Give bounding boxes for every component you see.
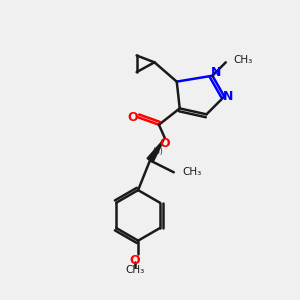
Text: N: N — [223, 90, 233, 103]
Text: O: O — [129, 254, 140, 267]
Text: O: O — [160, 137, 170, 150]
Text: CH₃: CH₃ — [125, 266, 144, 275]
Text: (S): (S) — [152, 147, 163, 156]
Text: N: N — [211, 66, 221, 79]
Text: CH₃: CH₃ — [183, 167, 202, 177]
Text: O: O — [128, 111, 138, 124]
Text: CH₃: CH₃ — [233, 55, 253, 65]
Polygon shape — [147, 138, 165, 162]
